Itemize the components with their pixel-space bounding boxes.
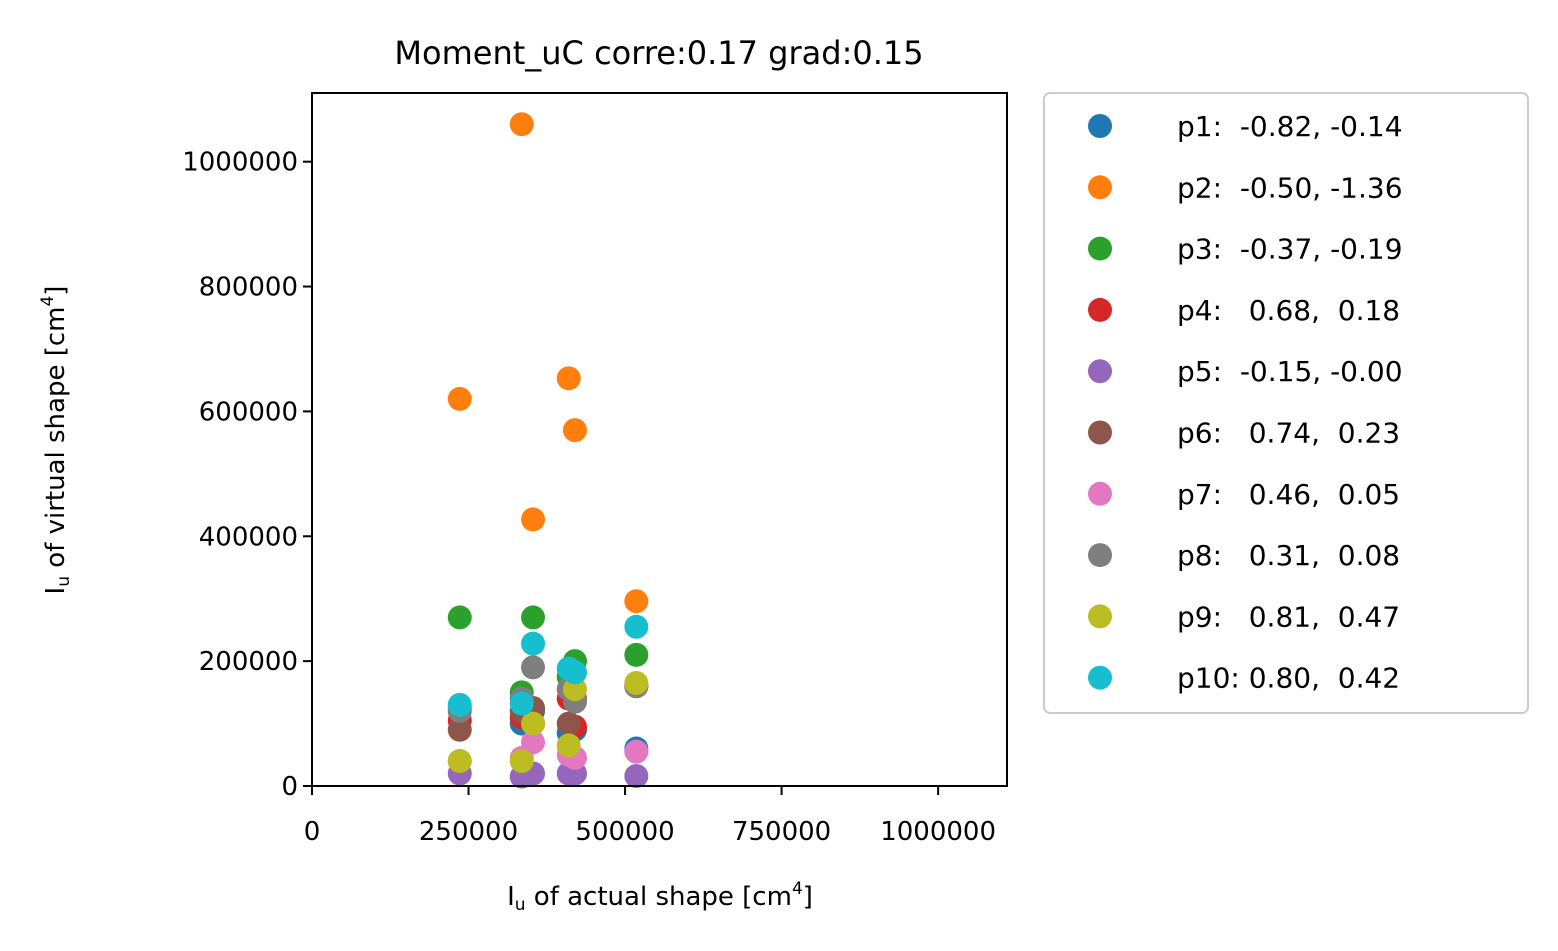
legend-marker — [1088, 420, 1112, 445]
y-tick-label: 1000000 — [182, 148, 298, 178]
y-tick-label: 600000 — [199, 397, 298, 427]
y-axis-label: Iu of virtual shape [cm4] — [38, 286, 74, 595]
data-point-p9 — [509, 749, 534, 774]
legend-marker — [1088, 359, 1112, 384]
legend-label: p7: 0.46, 0.05 — [1177, 478, 1400, 511]
legend-label: p8: 0.31, 0.08 — [1177, 539, 1400, 572]
data-point-p6 — [447, 717, 472, 742]
data-point-p10 — [562, 660, 587, 685]
plot-points — [447, 112, 649, 789]
data-point-p3 — [624, 642, 649, 667]
data-point-p3 — [521, 605, 546, 630]
data-point-p10 — [521, 631, 546, 656]
y-tick-label: 400000 — [199, 522, 298, 552]
data-point-p10 — [447, 692, 472, 717]
x-tick-label: 750000 — [732, 817, 831, 847]
legend-label: p4: 0.68, 0.18 — [1177, 294, 1400, 327]
legend-box — [1043, 92, 1529, 714]
legend-marker — [1088, 114, 1112, 138]
data-point-p9 — [556, 733, 581, 758]
data-point-p2 — [624, 589, 649, 614]
data-point-p2 — [562, 418, 587, 443]
data-point-p5 — [624, 764, 649, 789]
data-point-p9 — [562, 677, 587, 702]
data-point-p9 — [521, 711, 546, 736]
y-tick-label: 200000 — [199, 647, 298, 677]
x-axis-ticks: 0 250000 500000 750000 1000000 — [304, 786, 996, 847]
data-point-p10 — [624, 614, 649, 639]
x-tick-label: 250000 — [419, 817, 518, 847]
legend-marker — [1088, 665, 1112, 690]
x-tick-label: 1000000 — [880, 817, 996, 847]
y-tick-label: 0 — [281, 772, 298, 802]
data-point-p3 — [447, 605, 472, 630]
legend-marker — [1088, 175, 1112, 200]
legend-marker — [1088, 297, 1112, 322]
data-point-p7 — [624, 739, 649, 764]
data-point-p10 — [509, 691, 534, 716]
legend-label: p3: -0.37, -0.19 — [1177, 233, 1403, 266]
axes-frame — [311, 92, 1008, 787]
legend-label: p1: -0.82, -0.14 — [1177, 110, 1403, 143]
data-point-p9 — [624, 670, 649, 695]
x-tick-label: 0 — [304, 817, 321, 847]
legend-label: p6: 0.74, 0.23 — [1177, 417, 1400, 450]
x-tick-label: 500000 — [575, 817, 674, 847]
legend-label: p5: -0.15, -0.00 — [1177, 355, 1403, 388]
data-point-p2 — [509, 112, 534, 137]
legend-label: p10: 0.80, 0.42 — [1177, 662, 1400, 695]
legend-label: p9: 0.81, 0.47 — [1177, 600, 1400, 633]
legend-marker — [1088, 543, 1112, 568]
legend: p1: -0.82, -0.14 p2: -0.50, -1.36 p3: -0.3… — [1088, 110, 1403, 695]
data-point-p2 — [447, 386, 472, 411]
legend-marker — [1088, 236, 1112, 261]
legend-marker — [1088, 604, 1112, 629]
data-point-p6 — [556, 711, 581, 736]
y-tick-label: 800000 — [199, 273, 298, 303]
x-axis-label: Iu of actual shape [cm4] — [507, 879, 813, 915]
data-point-p9 — [447, 749, 472, 774]
data-point-p2 — [556, 366, 581, 391]
data-point-p2 — [521, 507, 546, 532]
data-point-p7 — [521, 730, 546, 755]
legend-marker — [1088, 481, 1112, 506]
legend-label: p2: -0.50, -1.36 — [1177, 171, 1403, 204]
data-point-p8 — [521, 655, 546, 680]
y-axis-ticks: 0 200000 400000 600000 800000 1000000 — [182, 148, 312, 802]
chart-title: Moment_uC corre:0.17 grad:0.15 — [394, 34, 923, 72]
